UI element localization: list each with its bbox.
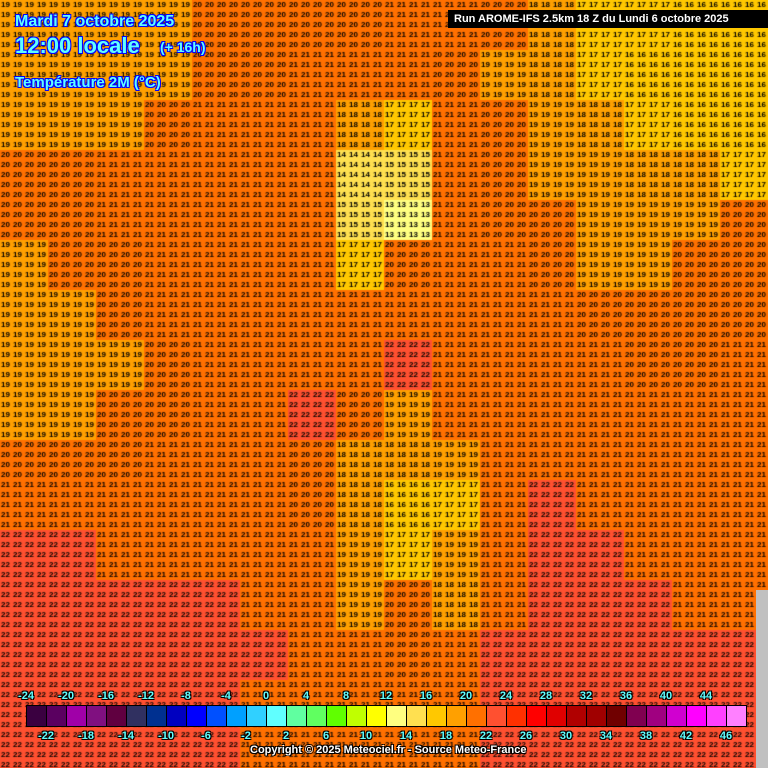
legend-swatch [507,706,527,726]
legend-swatch [207,706,227,726]
legend-swatch [467,706,487,726]
copyright: Copyright © 2025 Meteociel.fr - Source M… [250,744,527,756]
legend-swatch [707,706,727,726]
legend-label-bottom: 30 [559,730,573,742]
legend-swatch [227,706,247,726]
legend-label-bottom: -22 [38,730,54,742]
legend-label-top: 12 [379,690,393,702]
run-info: Run AROME-IFS 2.5km 18 Z du Lundi 6 octo… [448,10,768,28]
legend-label-top: 16 [419,690,433,702]
legend-label-bottom: 14 [399,730,413,742]
legend-label-bottom: -18 [78,730,94,742]
forecast-lead-time: (+ 16h) [160,39,207,56]
legend-label-top: 28 [539,690,553,702]
legend-swatch [307,706,327,726]
legend-label-bottom: 46 [719,730,733,742]
legend-label-bottom: 26 [519,730,533,742]
legend-label-bottom: 22 [479,730,493,742]
legend-swatch [427,706,447,726]
legend-label-bottom: 38 [639,730,653,742]
legend-label-top: -16 [98,690,114,702]
legend-swatch [727,706,746,726]
legend-swatch [247,706,267,726]
legend-swatch [607,706,627,726]
legend-label-top: 40 [659,690,673,702]
legend-label-bottom: 2 [282,730,290,742]
legend-label-top: 20 [459,690,473,702]
legend-label-bottom: 6 [322,730,330,742]
legend-swatch [667,706,687,726]
legend-swatch [567,706,587,726]
legend-swatch [187,706,207,726]
legend-label-bottom: 34 [599,730,613,742]
forecast-date: Mardi 7 octobre 2025 [14,13,175,31]
legend-label-top: 36 [619,690,633,702]
out-of-domain-area [756,590,768,768]
legend-label-bottom: 10 [359,730,373,742]
variable-title: Température 2M (°C) [15,74,162,92]
color-legend [26,705,747,727]
legend-swatch [127,706,147,726]
legend-label-bottom: -14 [118,730,134,742]
legend-swatch [87,706,107,726]
legend-swatch [27,706,47,726]
legend-swatch [267,706,287,726]
legend-label-bottom: -2 [241,730,251,742]
legend-swatch [487,706,507,726]
legend-swatch [147,706,167,726]
legend-swatch [387,706,407,726]
legend-swatch [627,706,647,726]
legend-swatch [587,706,607,726]
legend-swatch [287,706,307,726]
legend-swatch [647,706,667,726]
legend-swatch [47,706,67,726]
legend-swatch [67,706,87,726]
legend-label-bottom: 42 [679,730,693,742]
legend-swatch [347,706,367,726]
legend-label-top: 8 [342,690,350,702]
legend-swatch [687,706,707,726]
legend-label-top: 44 [699,690,713,702]
legend-swatch [547,706,567,726]
legend-label-top: 0 [262,690,270,702]
legend-swatch [527,706,547,726]
legend-label-top: -20 [58,690,74,702]
legend-label-top: -4 [221,690,231,702]
legend-label-top: -8 [181,690,191,702]
legend-swatch [327,706,347,726]
legend-label-top: -24 [18,690,34,702]
forecast-time: 12:00 locale [15,33,141,59]
legend-swatch [367,706,387,726]
legend-label-top: -12 [138,690,154,702]
legend-label-bottom: -6 [201,730,211,742]
legend-swatch [167,706,187,726]
legend-swatch [107,706,127,726]
legend-label-bottom: -10 [158,730,174,742]
legend-label-top: 4 [302,690,310,702]
legend-label-top: 24 [499,690,513,702]
legend-label-bottom: 18 [439,730,453,742]
legend-label-top: 32 [579,690,593,702]
legend-swatch [407,706,427,726]
legend-swatch [447,706,467,726]
